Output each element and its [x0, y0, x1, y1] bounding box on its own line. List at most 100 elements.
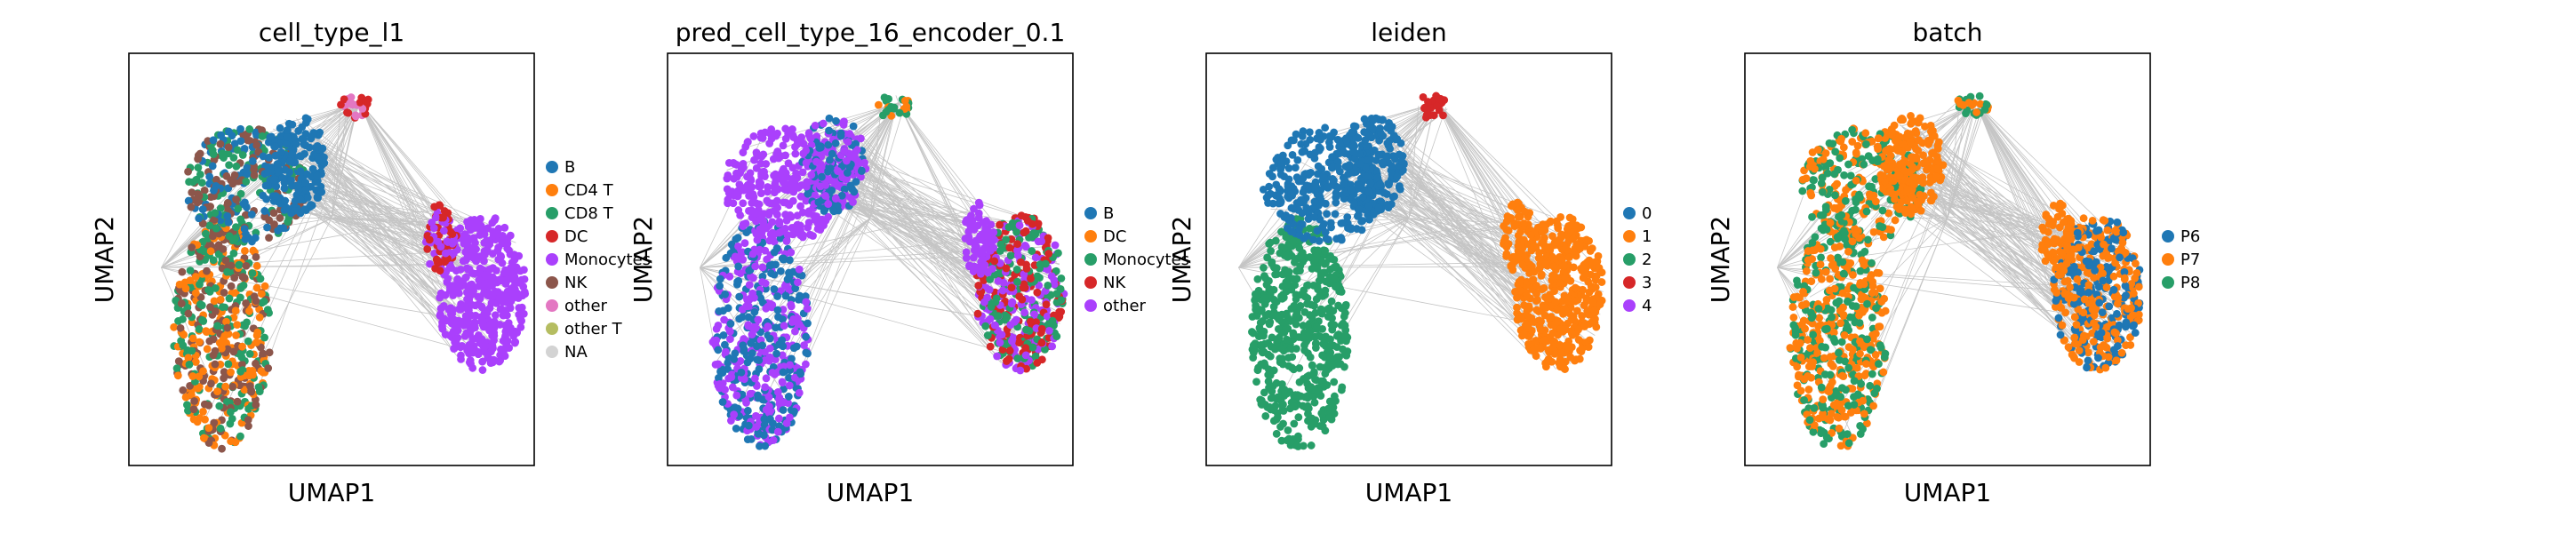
cell-point — [504, 319, 513, 327]
cell-point — [245, 349, 254, 358]
cell-point — [1299, 174, 1308, 183]
cell-point — [754, 315, 763, 324]
cell-point — [185, 360, 194, 369]
cell-point — [1028, 247, 1036, 255]
cell-point — [765, 334, 774, 343]
cell-point — [1390, 192, 1398, 201]
cell-point — [263, 306, 272, 314]
cell-point — [258, 132, 267, 140]
cell-point — [242, 178, 251, 186]
cell-point — [425, 235, 434, 244]
cell-point — [1276, 187, 1284, 195]
cell-point — [972, 248, 980, 256]
cell-point — [711, 361, 720, 369]
cell-point — [492, 266, 500, 274]
cell-point — [791, 142, 799, 151]
cell-point — [228, 414, 236, 423]
cell-point — [207, 379, 215, 388]
cell-point — [1321, 123, 1330, 132]
cell-point — [225, 294, 234, 303]
legend-marker — [1084, 253, 1097, 266]
cell-point — [1315, 387, 1324, 395]
cell-point — [432, 213, 440, 222]
cell-point — [1047, 272, 1056, 281]
cell-point — [1048, 342, 1057, 351]
cell-point — [1357, 226, 1366, 235]
cell-point — [1017, 211, 1026, 220]
legend-label: NK — [1103, 274, 1126, 292]
cell-point — [1300, 308, 1309, 316]
cell-point — [287, 176, 295, 185]
cell-point — [250, 171, 259, 179]
cell-point — [445, 282, 454, 291]
cell-point — [277, 147, 285, 156]
cell-point — [284, 126, 292, 134]
cell-point — [189, 405, 198, 414]
cell-point — [802, 298, 811, 306]
umap-panel-2: pred_cell_type_16_encoder_0.1UMAP1UMAP2B… — [628, 18, 1189, 507]
cell-point — [1015, 338, 1023, 347]
cell-point — [239, 131, 248, 139]
cell-point — [1594, 251, 1603, 260]
cell-point — [775, 340, 784, 349]
cell-point — [252, 401, 260, 410]
cell-point — [845, 130, 854, 138]
cell-point — [1339, 345, 1347, 354]
cell-point — [1300, 147, 1308, 155]
cell-point — [1004, 354, 1013, 363]
cell-point — [756, 129, 765, 138]
cell-point — [439, 213, 447, 222]
cell-point — [744, 313, 753, 322]
cell-point — [759, 431, 768, 440]
cell-point — [445, 263, 454, 272]
cell-point — [730, 159, 739, 168]
cell-point — [826, 164, 835, 172]
cell-point — [990, 257, 999, 266]
cell-point — [967, 214, 976, 223]
cell-point — [1347, 186, 1356, 195]
cell-point — [234, 204, 243, 213]
legend-label: DC — [1103, 227, 1126, 246]
cell-point — [176, 323, 185, 332]
cell-point — [970, 204, 978, 213]
cell-point — [230, 171, 239, 179]
cell-point — [1520, 301, 1529, 309]
cell-point — [796, 202, 804, 211]
cell-point — [1356, 160, 1364, 169]
cell-point — [491, 311, 500, 320]
cell-point — [748, 349, 756, 358]
cell-point — [252, 297, 260, 306]
cell-point — [1289, 237, 1298, 246]
cell-point — [834, 167, 842, 175]
cell-point — [1303, 349, 1312, 357]
cell-point — [1397, 157, 1406, 166]
cell-point — [1330, 392, 1339, 401]
cell-point — [508, 267, 516, 276]
cell-point — [271, 151, 280, 160]
cell-point — [1280, 386, 1289, 394]
cell-point — [282, 139, 291, 148]
graph-edge — [359, 102, 439, 219]
cell-point — [761, 383, 770, 392]
cell-point — [1373, 173, 1382, 182]
cell-point — [744, 302, 753, 311]
cell-point — [188, 372, 197, 380]
cell-point — [243, 203, 251, 211]
cell-point — [764, 393, 773, 402]
cell-point — [260, 282, 269, 290]
cell-point — [807, 171, 816, 179]
cell-point — [1315, 236, 1324, 245]
cell-point — [468, 248, 476, 257]
cell-point — [1338, 383, 1347, 392]
cell-point — [1266, 370, 1275, 379]
cell-point — [1310, 398, 1319, 407]
cell-point — [243, 163, 252, 172]
cell-point — [1296, 266, 1304, 275]
cell-point — [1027, 274, 1035, 283]
cell-point — [1279, 400, 1287, 409]
cell-point — [262, 195, 271, 203]
cell-point — [1517, 314, 1526, 323]
cell-point — [768, 369, 777, 377]
cell-point — [975, 234, 984, 243]
cell-point — [1330, 378, 1339, 386]
